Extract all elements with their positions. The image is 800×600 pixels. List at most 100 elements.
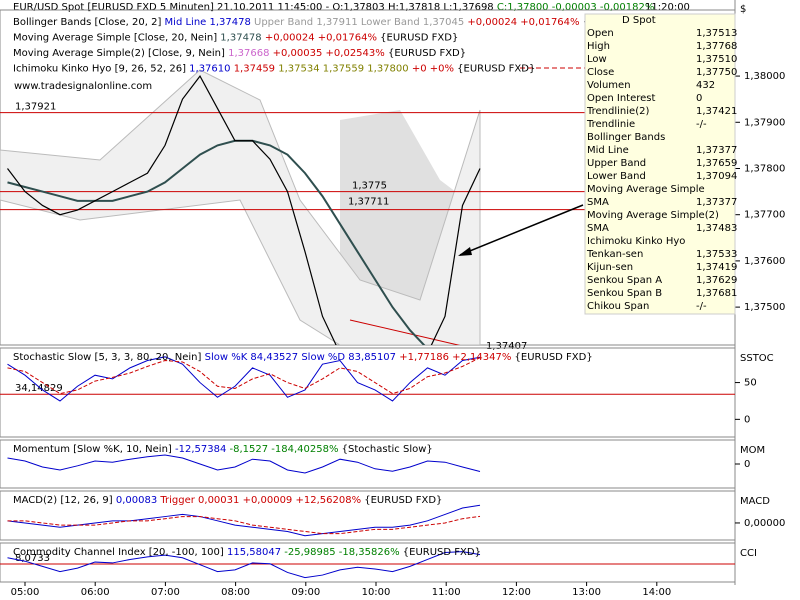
header-segment: Moving Average Simple(2) [Close, 9, Nein… — [13, 48, 228, 59]
y-tick-label: 1,37900 — [744, 117, 785, 128]
row-value: 1,37377 — [696, 197, 737, 208]
row-label: Lower Band — [587, 171, 646, 182]
row-label: Mid Line — [587, 145, 629, 156]
y-tick-label: 1,37700 — [744, 210, 785, 221]
title-bar: EUR/USD Spot [EURUSD FXD 5 Minuten] 21.1… — [13, 2, 654, 13]
x-tick-label: 09:00 — [291, 587, 320, 598]
row-label: Kijun-sen — [587, 262, 633, 273]
header-segment: Bollinger Bands [Close, 20, 2] — [13, 17, 165, 28]
x-tick-label: 13:00 — [572, 587, 601, 598]
indicator-header: Ichimoku Kinko Hyo [9, 26, 52, 26] 1,376… — [13, 64, 535, 75]
header-segment: {EURUSD FXD} — [515, 352, 593, 363]
row-label: Tenkan-sen — [586, 249, 643, 260]
header-segment: {Stochastic Slow} — [342, 444, 433, 455]
header-segment: Ichimoku Kinko Hyo [9, 26, 52, 26] — [13, 64, 189, 75]
row-value: 432 — [696, 80, 715, 91]
row-label: Trendlinie — [586, 119, 635, 130]
header-segment: Upper Band 1,37911 — [254, 17, 361, 28]
header-segment: Slow %D 83,85107 — [301, 352, 399, 363]
row-value: 1,37659 — [696, 158, 737, 169]
header-segment: Commodity Channel Index [20, -100, 100] — [13, 547, 227, 558]
bollinger-band — [0, 69, 481, 345]
header-segment: Lower Band 1,37045 — [361, 17, 468, 28]
indicator-line — [7, 515, 481, 535]
row-label: Senkou Span B — [587, 288, 662, 299]
title-time: 11:20:00 — [645, 2, 690, 13]
currency: $ — [740, 4, 746, 15]
level-label: 34,14829 — [15, 383, 63, 394]
indicator-line — [7, 551, 481, 579]
y-tick-label: 1,37500 — [744, 302, 785, 313]
row-value: 1,37483 — [696, 223, 737, 234]
header-segment: Slow %K 84,43527 — [205, 352, 302, 363]
header-segment: -12,57384 — [175, 444, 230, 455]
header-segment: 1,37459 — [234, 64, 279, 75]
row-label: Senkou Span A — [587, 275, 662, 286]
header-segment: {EURUSD FXD} — [388, 48, 466, 59]
row-value: 1,37629 — [696, 275, 737, 286]
panel-name: MACD — [740, 496, 770, 507]
row-value: 1,37513 — [696, 28, 737, 39]
row-value: 1,37533 — [696, 249, 737, 260]
header-segment: {EURUSD FXD} — [364, 495, 442, 506]
row-value: 1,37768 — [696, 41, 737, 52]
row-label: SMA — [587, 223, 609, 234]
data-window: D Spot Open 1,37513 High 1,37768 Low 1,37510 Cl… — [584, 13, 737, 315]
data-window-title: D Spot — [622, 15, 656, 26]
row-value: 1,37681 — [696, 288, 737, 299]
indicator-header: Moving Average Simple [Close, 20, Nein] … — [13, 33, 458, 44]
header-segment: +0,00024 +0,01764% — [467, 17, 582, 28]
row-value: -/- — [696, 119, 707, 130]
panel-name: CCI — [740, 548, 757, 559]
header-segment: +0,00024 +0,01764% — [265, 33, 380, 44]
panel-name: SSTOC — [740, 353, 774, 364]
level-label: 1,37711 — [348, 197, 389, 208]
data-window-bg — [584, 13, 736, 315]
header-segment: Moving Average Simple [Close, 20, Nein] — [13, 33, 220, 44]
y-tick-label: 0 — [744, 459, 750, 470]
level-label: 8,0733 — [15, 553, 50, 564]
row-label: Open — [587, 28, 614, 39]
panel-header: Stochastic Slow [5, 3, 3, 80, 20, Nein] … — [13, 352, 593, 363]
y-tick-label: 50 — [744, 378, 757, 389]
indicator-header: Bollinger Bands [Close, 20, 2] Mid Line … — [13, 17, 661, 28]
indicator-line — [7, 356, 481, 402]
header-segment: MACD(2) [12, 26, 9] — [13, 495, 116, 506]
indicator-line — [7, 454, 481, 474]
row-label: Chikou Span — [587, 301, 649, 312]
y-tick-label: 1,37800 — [744, 163, 785, 174]
row-value: 1,37377 — [696, 145, 737, 156]
header-segment: 1,37534 1,37559 1,37800 — [278, 64, 412, 75]
y-tick-label: 0 — [744, 414, 750, 425]
panel-frame — [0, 542, 736, 583]
panel-name: MOM — [740, 445, 765, 456]
panel-header: MACD(2) [12, 26, 9] 0,00083 Trigger 0,00… — [13, 495, 442, 506]
header-segment: Trigger 0,00031 — [159, 495, 242, 506]
row-value: 1,37419 — [696, 262, 737, 273]
panel-header: Momentum [Slow %K, 10, Nein] -12,57384 -… — [13, 444, 433, 455]
x-tick-label: 12:00 — [502, 587, 531, 598]
row-label: Moving Average Simple — [587, 184, 705, 195]
header-segment: -25,98985 -18,35826% — [284, 547, 403, 558]
header-segment: Stochastic Slow [5, 3, 3, 80, 20, Nein] — [13, 352, 205, 363]
row-label: Upper Band — [587, 158, 646, 169]
header-segment: Momentum [Slow %K, 10, Nein] — [13, 444, 175, 455]
y-tick-label: 0,00000 — [744, 518, 785, 529]
row-label: Bollinger Bands — [587, 132, 665, 143]
row-label: Open Interest — [587, 93, 656, 104]
indicator-line — [7, 504, 481, 537]
header-segment: Mid Line 1,37478 — [165, 17, 254, 28]
indicator-header: Moving Average Simple(2) [Close, 9, Nein… — [13, 48, 466, 59]
row-label: Low — [587, 54, 607, 65]
indicator-line — [7, 357, 481, 395]
header-segment: 1,37610 — [189, 64, 234, 75]
row-value: 1,37750 — [696, 67, 737, 78]
x-tick-label: 14:00 — [642, 587, 671, 598]
header-segment: 1,37668 — [228, 48, 273, 59]
arrow-head — [458, 247, 472, 256]
x-tick-label: 06:00 — [81, 587, 110, 598]
row-value: -/- — [696, 301, 707, 312]
header-segment: EUR/USD Spot [EURUSD FXD 5 Minuten] 21.1… — [13, 2, 497, 13]
x-tick-label: 08:00 — [221, 587, 250, 598]
